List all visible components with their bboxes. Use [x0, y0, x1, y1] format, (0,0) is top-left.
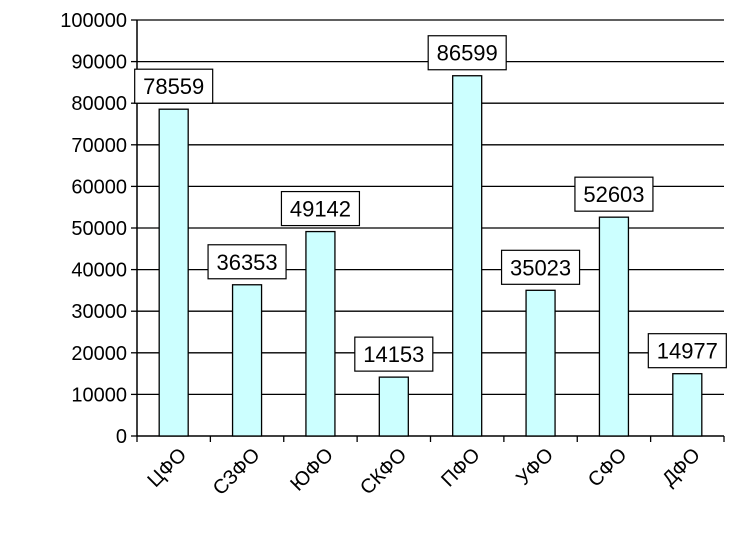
data-label-box [647, 333, 727, 369]
data-label-value: 14977 [657, 339, 718, 364]
x-category-label: ЦФО [143, 444, 191, 492]
data-label-value: 49142 [290, 197, 351, 222]
y-tick-label: 20000 [71, 343, 127, 365]
x-category-label: ЮФО [286, 444, 338, 496]
data-label: 14977 [647, 333, 727, 369]
data-label: 52603 [574, 176, 654, 212]
axes [131, 19, 725, 442]
y-tick-label: 30000 [71, 301, 127, 323]
bars [158, 75, 703, 437]
y-axis-ticks: 0 10000 20000 30000 40000 50000 60000 70000 8000… [60, 10, 127, 448]
data-label: 14153 [354, 336, 434, 372]
y-tick-label: 40000 [71, 260, 127, 282]
data-labels: 78559 36353 49142 14153 86599 35023 52603 14977 [134, 35, 727, 372]
y-tick-label: 10000 [71, 384, 127, 406]
data-label-box [354, 336, 434, 372]
x-category-label: ДФО [658, 444, 705, 491]
bar [525, 289, 556, 437]
data-label-box [280, 190, 361, 227]
y-tick-label: 70000 [71, 135, 127, 157]
y-tick-label: 100000 [60, 10, 127, 32]
data-label: 78559 [134, 68, 214, 104]
data-label-value: 14153 [363, 342, 424, 367]
y-tick-label: 50000 [71, 218, 127, 240]
data-label-box [207, 244, 287, 280]
data-label-value: 35023 [510, 255, 571, 280]
data-label: 35023 [500, 249, 581, 285]
x-category-label: СКФО [356, 444, 411, 499]
y-tick-label: 0 [116, 426, 127, 448]
data-label-box [427, 35, 507, 71]
bar [158, 108, 189, 437]
bar [598, 216, 630, 437]
bar [231, 284, 263, 437]
y-tick-label: 60000 [71, 176, 127, 198]
x-category-label: СЗФО [209, 444, 265, 500]
bar [305, 230, 336, 437]
bar [378, 376, 409, 437]
data-label: 86599 [427, 35, 507, 71]
y-tick-label: 90000 [71, 52, 127, 74]
x-axis-categories: ЦФО СЗФО ЮФО СКФО ПФО УФО СФО ДФО [143, 444, 704, 500]
x-category-label: ПФО [437, 444, 484, 491]
bar [452, 75, 483, 437]
data-label: 36353 [207, 244, 287, 280]
data-label-value: 36353 [216, 250, 277, 275]
x-category-label: СФО [584, 444, 632, 492]
data-label-box [134, 68, 214, 104]
bar [672, 373, 703, 437]
data-label: 49142 [280, 190, 361, 227]
data-label-value: 52603 [583, 182, 644, 207]
data-label-value: 78559 [143, 74, 204, 99]
data-label-value: 86599 [437, 41, 498, 66]
y-tick-label: 80000 [71, 93, 127, 115]
x-category-label: УФО [512, 444, 558, 490]
data-label-box [574, 176, 654, 212]
data-label-box [500, 249, 581, 285]
